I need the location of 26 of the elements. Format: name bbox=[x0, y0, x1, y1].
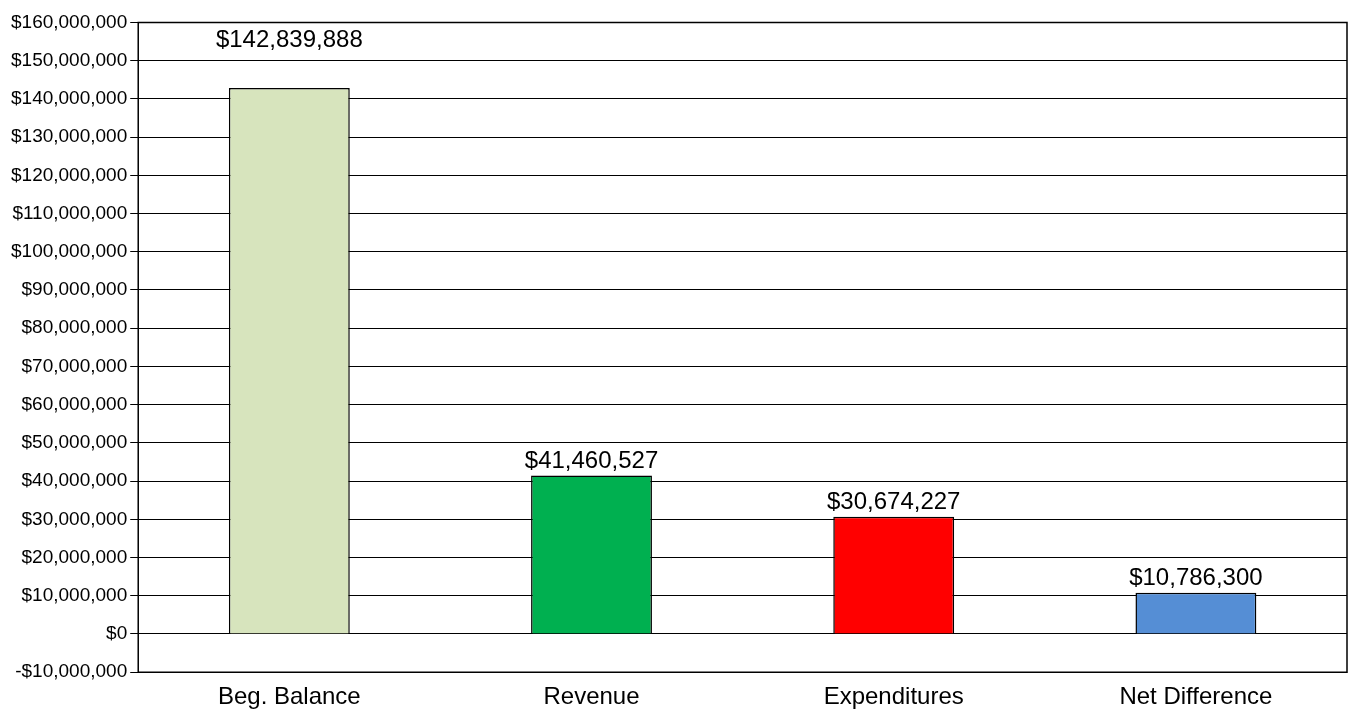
y-tick-label: $160,000,000 bbox=[10, 10, 128, 32]
x-tick-label: Net Difference bbox=[1119, 682, 1273, 710]
y-tick-label: $10,000,000 bbox=[21, 583, 128, 605]
y-tick-label: $40,000,000 bbox=[21, 469, 128, 491]
y-tick-label: $80,000,000 bbox=[21, 316, 128, 338]
x-tick-label: Expenditures bbox=[823, 682, 964, 710]
y-tick-label: $90,000,000 bbox=[21, 278, 128, 300]
y-tick-label: $120,000,000 bbox=[10, 163, 128, 185]
y-tick-label: $130,000,000 bbox=[10, 125, 128, 147]
data-label: $142,839,888 bbox=[215, 24, 363, 52]
y-tick-label: $110,000,000 bbox=[12, 201, 128, 223]
y-tick-label: $70,000,000 bbox=[21, 354, 128, 376]
y-tick-label: -$10,000,000 bbox=[15, 660, 128, 682]
y-tick-label: $0 bbox=[106, 622, 128, 644]
y-tick-label: $50,000,000 bbox=[21, 431, 128, 453]
x-tick-label: Revenue bbox=[543, 682, 640, 710]
y-tick-label: $20,000,000 bbox=[21, 545, 128, 567]
y-tick-label: $60,000,000 bbox=[21, 392, 128, 414]
data-label: $41,460,527 bbox=[524, 446, 659, 474]
y-tick-label: $100,000,000 bbox=[10, 239, 128, 261]
data-label: $30,674,227 bbox=[826, 487, 961, 515]
y-tick-label: $30,000,000 bbox=[21, 507, 128, 529]
y-tick-label: $140,000,000 bbox=[10, 87, 128, 109]
x-tick-label: Beg. Balance bbox=[217, 682, 361, 710]
data-label: $10,786,300 bbox=[1129, 563, 1263, 591]
y-tick-label: $150,000,000 bbox=[10, 48, 128, 70]
